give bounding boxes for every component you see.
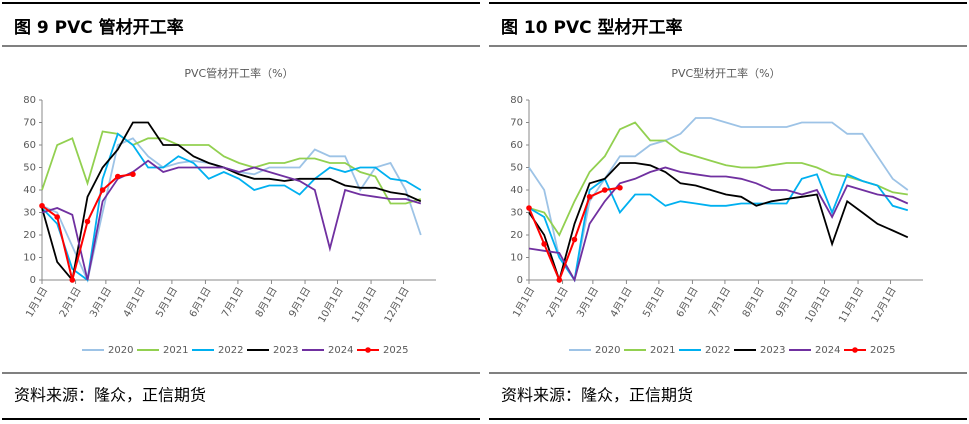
- x-tick-label: 4月1日: [121, 285, 148, 319]
- source: 资料来源：隆众，正信期货: [501, 386, 693, 405]
- x-tick-label: 2月1日: [544, 285, 571, 319]
- y-tick-label: 20: [510, 230, 523, 241]
- legend-label: 2020: [595, 345, 620, 356]
- series-marker: [526, 205, 532, 211]
- y-tick-label: 40: [510, 185, 523, 196]
- y-tick-label: 50: [23, 163, 36, 174]
- source: 资料来源：隆众，正信期货: [14, 386, 206, 405]
- series-marker: [541, 241, 547, 247]
- y-tick-label: 80: [510, 95, 523, 106]
- legend-label: 2021: [650, 345, 675, 356]
- x-tick-label: 3月1日: [87, 285, 114, 319]
- y-tick-label: 80: [23, 95, 36, 106]
- x-tick-label: 9月1日: [286, 285, 313, 319]
- legend-label: 2020: [108, 345, 133, 356]
- y-tick-label: 10: [510, 253, 523, 264]
- x-tick-label: 8月1日: [740, 285, 767, 319]
- legend-label: 2024: [815, 345, 840, 356]
- x-tick-label: 1月1日: [510, 285, 537, 319]
- y-tick-label: 40: [23, 185, 36, 196]
- y-tick-label: 70: [23, 118, 36, 129]
- x-tick-label: 7月1日: [219, 285, 246, 319]
- figure-title: 图 9 PVC 管材开工率: [14, 17, 184, 38]
- y-tick-label: 60: [23, 140, 36, 151]
- x-tick-label: 5月1日: [640, 285, 667, 319]
- series-marker: [601, 187, 608, 193]
- legend-label: 2023: [273, 345, 298, 356]
- x-tick-label: 8月1日: [253, 285, 280, 319]
- y-tick-label: 70: [510, 118, 523, 129]
- y-tick-label: 60: [510, 140, 523, 151]
- legend-label: 2023: [760, 345, 785, 356]
- y-tick-label: 30: [510, 208, 523, 219]
- legend-label: 2024: [328, 345, 353, 356]
- x-tick-label: 11月1日: [349, 285, 379, 325]
- series-marker: [84, 218, 91, 225]
- legend-label: 2025: [870, 345, 895, 356]
- x-tick-label: 10月1日: [803, 285, 833, 325]
- series-marker: [99, 187, 106, 193]
- series-marker: [39, 202, 45, 209]
- series-marker: [586, 193, 593, 200]
- legend-label: 2025: [383, 345, 408, 356]
- series-marker: [130, 171, 136, 178]
- x-tick-label: 11月1日: [836, 285, 866, 325]
- x-tick-label: 10月1日: [316, 285, 346, 325]
- y-tick-label: 50: [510, 163, 523, 174]
- legend-marker: [852, 347, 858, 353]
- series-line: [528, 166, 909, 283]
- chart-title: PVC型材开工率（%）: [671, 66, 780, 80]
- series-line: [528, 117, 909, 283]
- x-tick-label: 12月1日: [382, 285, 412, 325]
- series-line: [41, 132, 422, 282]
- y-tick-label: 0: [30, 275, 36, 286]
- x-tick-label: 7月1日: [706, 285, 733, 319]
- series-marker: [114, 173, 121, 180]
- x-tick-label: 2月1日: [57, 285, 84, 319]
- figure-title: 图 10 PVC 型材开工率: [501, 17, 683, 38]
- y-tick-label: 0: [517, 275, 523, 286]
- series-line: [41, 159, 422, 281]
- x-tick-label: 5月1日: [153, 285, 180, 319]
- x-tick-label: 6月1日: [187, 285, 214, 319]
- x-tick-label: 6月1日: [674, 285, 701, 319]
- series-marker: [571, 236, 578, 243]
- x-tick-label: 1月1日: [23, 285, 50, 319]
- series-marker: [69, 277, 76, 283]
- series-line: [41, 121, 422, 283]
- series-marker: [54, 214, 60, 220]
- x-tick-label: 9月1日: [773, 285, 800, 319]
- chart-title: PVC管材开工率（%）: [184, 66, 293, 80]
- series-line: [528, 162, 909, 284]
- series-marker: [556, 277, 563, 283]
- legend-label: 2022: [218, 345, 243, 356]
- y-tick-label: 20: [23, 230, 36, 241]
- legend-label: 2021: [163, 345, 188, 356]
- legend-marker: [365, 347, 371, 353]
- series-line: [41, 130, 422, 205]
- x-tick-label: 3月1日: [574, 285, 601, 319]
- x-tick-label: 12月1日: [869, 285, 899, 325]
- legend-label: 2022: [705, 345, 730, 356]
- series-line: [41, 173, 134, 281]
- y-tick-label: 10: [23, 253, 36, 264]
- x-tick-label: 4月1日: [608, 285, 635, 319]
- series-marker: [617, 184, 623, 191]
- series-line: [528, 121, 908, 237]
- y-tick-label: 30: [23, 208, 36, 219]
- series-line: [528, 173, 909, 283]
